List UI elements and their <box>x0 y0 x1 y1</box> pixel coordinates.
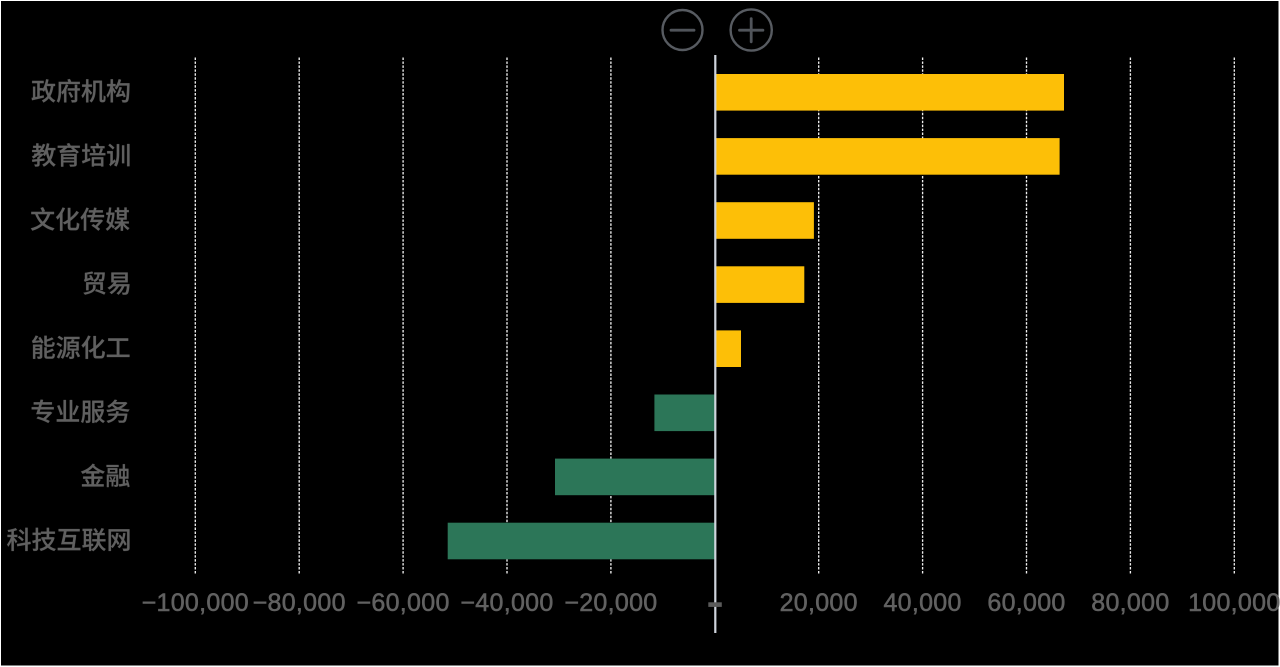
svg-text:−80,000: −80,000 <box>253 589 346 617</box>
svg-text:40,000: 40,000 <box>883 589 961 617</box>
svg-text:−100,000: −100,000 <box>142 589 249 617</box>
svg-text:20,000: 20,000 <box>780 589 858 617</box>
svg-text:60,000: 60,000 <box>987 589 1065 617</box>
svg-text:−60,000: −60,000 <box>357 589 450 617</box>
svg-text:−20,000: −20,000 <box>564 589 657 617</box>
svg-text:80,000: 80,000 <box>1091 589 1169 617</box>
svg-text:−40,000: −40,000 <box>460 589 553 617</box>
svg-text:100,000: 100,000 <box>1188 589 1280 617</box>
